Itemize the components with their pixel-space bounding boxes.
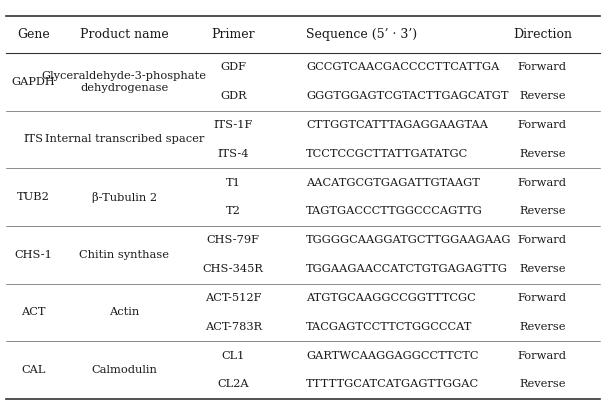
Text: GCCGTCAACGACCCCTTCATTGA: GCCGTCAACGACCCCTTCATTGA [306,62,499,72]
Text: Forward: Forward [518,235,567,245]
Text: CAL: CAL [21,365,45,375]
Text: Forward: Forward [518,293,567,303]
Text: CL1: CL1 [222,350,245,361]
Text: TGGAAGAACCATCTGTGAGAGTTG: TGGAAGAACCATCTGTGAGAGTTG [306,264,508,274]
Text: Forward: Forward [518,350,567,361]
Text: ITS-1F: ITS-1F [214,120,253,130]
Text: ATGTGCAAGGCCGGTTTCGC: ATGTGCAAGGCCGGTTTCGC [306,293,476,303]
Text: Reverse: Reverse [519,322,565,332]
Text: Glyceraldehyde-3-phosphate
dehydrogenase: Glyceraldehyde-3-phosphate dehydrogenase [42,71,207,92]
Text: Reverse: Reverse [519,379,565,389]
Text: Forward: Forward [518,120,567,130]
Text: Direction: Direction [513,28,572,41]
Text: ACT: ACT [21,307,45,317]
Text: TCCTCCGCTTATTGATATGC: TCCTCCGCTTATTGATATGC [306,149,468,159]
Text: CTTGGTCATTTAGAGGAAGTAA: CTTGGTCATTTAGAGGAAGTAA [306,120,488,130]
Text: Forward: Forward [518,62,567,72]
Text: ACT-512F: ACT-512F [205,293,262,303]
Text: β-Tubulin 2: β-Tubulin 2 [92,192,157,203]
Text: Sequence (5’ · 3’): Sequence (5’ · 3’) [306,28,417,41]
Text: TAGTGACCCTTGGCCCAGTTG: TAGTGACCCTTGGCCCAGTTG [306,206,483,217]
Text: TGGGGCAAGGATGCTTGGAAGAAG: TGGGGCAAGGATGCTTGGAAGAAG [306,235,511,245]
Text: GGGTGGAGTCGTACTTGAGCATGT: GGGTGGAGTCGTACTTGAGCATGT [306,91,508,101]
Text: CL2A: CL2A [218,379,249,389]
Text: ACT-783R: ACT-783R [205,322,262,332]
Text: TTTTTGCATCATGAGTTGGAC: TTTTTGCATCATGAGTTGGAC [306,379,479,389]
Text: Gene: Gene [17,28,50,41]
Text: Reverse: Reverse [519,206,565,217]
Text: Chitin synthase: Chitin synthase [79,250,169,260]
Text: ITS-4: ITS-4 [218,149,249,159]
Text: AACATGCGTGAGATTGTAAGT: AACATGCGTGAGATTGTAAGT [306,177,480,188]
Text: T1: T1 [226,177,241,188]
Text: Primer: Primer [211,28,255,41]
Text: GAPDH: GAPDH [12,77,55,87]
Text: Calmodulin: Calmodulin [92,365,157,375]
Text: TACGAGTCCTTCTGGCCCAT: TACGAGTCCTTCTGGCCCAT [306,322,473,332]
Text: Reverse: Reverse [519,264,565,274]
Text: Reverse: Reverse [519,91,565,101]
Text: Reverse: Reverse [519,149,565,159]
Text: GDF: GDF [221,62,246,72]
Text: GDR: GDR [220,91,247,101]
Text: Forward: Forward [518,177,567,188]
Text: CHS-345R: CHS-345R [203,264,264,274]
Text: CHS-1: CHS-1 [15,250,52,260]
Text: Product name: Product name [80,28,168,41]
Text: Internal transcribed spacer: Internal transcribed spacer [45,134,204,144]
Text: GARTWCAAGGAGGCCTTCTC: GARTWCAAGGAGGCCTTCTC [306,350,479,361]
Text: T2: T2 [226,206,241,217]
Text: ITS: ITS [23,134,44,144]
Text: CHS-79F: CHS-79F [207,235,260,245]
Text: TUB2: TUB2 [17,192,50,202]
Text: Actin: Actin [109,307,139,317]
